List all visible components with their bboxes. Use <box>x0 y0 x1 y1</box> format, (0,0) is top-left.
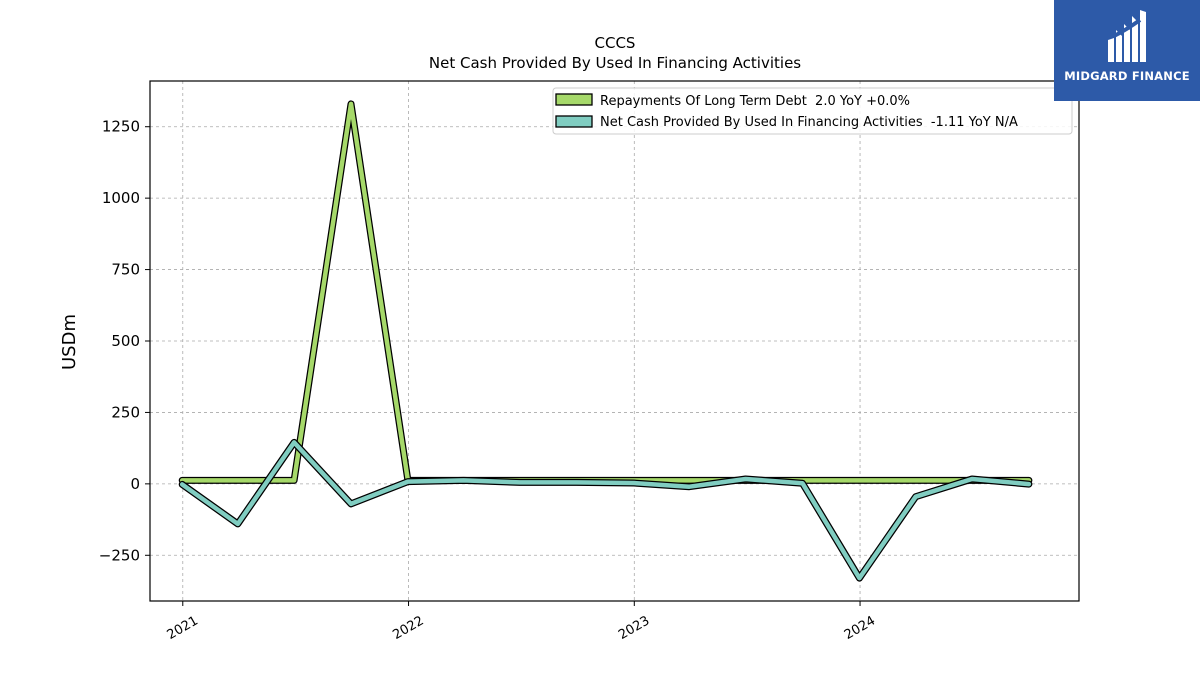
logo-mark-icon <box>1108 10 1146 62</box>
chart-title: CCCS <box>595 34 636 52</box>
legend-swatch-net-cash <box>555 115 593 128</box>
data-point-repayments-of-long-term-debt <box>236 478 240 482</box>
data-point-net-cash-financing-activities <box>1027 482 1031 486</box>
legend-label-repayments: Repayments Of Long Term Debt 2.0 YoY +0.… <box>600 94 910 109</box>
y-axis-label: USDm <box>59 314 80 370</box>
grid <box>150 81 1079 601</box>
legend-label-net-cash: Net Cash Provided By Used In Financing A… <box>600 115 1018 130</box>
data-point-net-cash-financing-activities <box>575 480 579 484</box>
logo: MIDGARD FINANCE <box>1054 0 1200 101</box>
x-tick-label: 2021 <box>165 613 201 643</box>
data-point-net-cash-financing-activities <box>914 495 918 499</box>
x-tick-label: 2023 <box>616 613 652 643</box>
y-tick-label: 1000 <box>102 189 140 207</box>
data-point-net-cash-financing-activities <box>801 481 805 485</box>
y-ticks: −250 0 250 500 750 1000 1250 <box>99 118 150 564</box>
y-tick-label: 0 <box>130 475 140 493</box>
data-point-net-cash-financing-activities <box>632 481 636 485</box>
series-line-repayments-of-long-term-debt <box>179 101 1032 483</box>
data-point-repayments-of-long-term-debt <box>914 478 918 482</box>
data-point-net-cash-financing-activities <box>687 485 691 489</box>
x-tick-label: 2022 <box>390 613 426 643</box>
chart-subtitle: Net Cash Provided By Used In Financing A… <box>429 54 801 72</box>
data-point-repayments-of-long-term-debt <box>857 478 861 482</box>
data-point-net-cash-financing-activities <box>236 522 240 526</box>
data-point-net-cash-financing-activities <box>518 480 522 484</box>
data-point-net-cash-financing-activities <box>462 478 466 482</box>
y-tick-label: 250 <box>111 403 140 421</box>
series-line-net-cash-financing-activities <box>179 440 1032 581</box>
x-ticks: 2021 2022 2023 2024 <box>165 601 878 643</box>
y-tick-label: 500 <box>111 332 140 350</box>
data-point-net-cash-financing-activities <box>970 477 974 481</box>
y-tick-label: −250 <box>99 546 140 564</box>
series-layer <box>178 100 1033 582</box>
data-point-net-cash-financing-activities <box>349 502 353 506</box>
series-outline-repayments-of-long-term-debt <box>178 100 1033 484</box>
series-outline-net-cash-financing-activities <box>178 438 1033 582</box>
data-point-net-cash-financing-activities <box>292 440 296 444</box>
legend-swatch-repayments <box>555 93 593 106</box>
data-point-net-cash-financing-activities <box>406 480 410 484</box>
data-point-net-cash-financing-activities <box>180 482 184 486</box>
data-point-net-cash-financing-activities <box>744 477 748 481</box>
legend: Repayments Of Long Term Debt 2.0 YoY +0.… <box>552 87 1073 135</box>
legend-box <box>552 87 1073 135</box>
y-tick-label: 1250 <box>102 118 140 136</box>
data-point-repayments-of-long-term-debt <box>349 102 353 106</box>
logo-text: MIDGARD FINANCE <box>1064 69 1190 83</box>
x-tick-label: 2024 <box>842 613 878 643</box>
y-tick-label: 750 <box>111 261 140 279</box>
data-point-repayments-of-long-term-debt <box>292 478 296 482</box>
data-point-repayments-of-long-term-debt <box>687 478 691 482</box>
data-point-net-cash-financing-activities <box>857 576 861 580</box>
